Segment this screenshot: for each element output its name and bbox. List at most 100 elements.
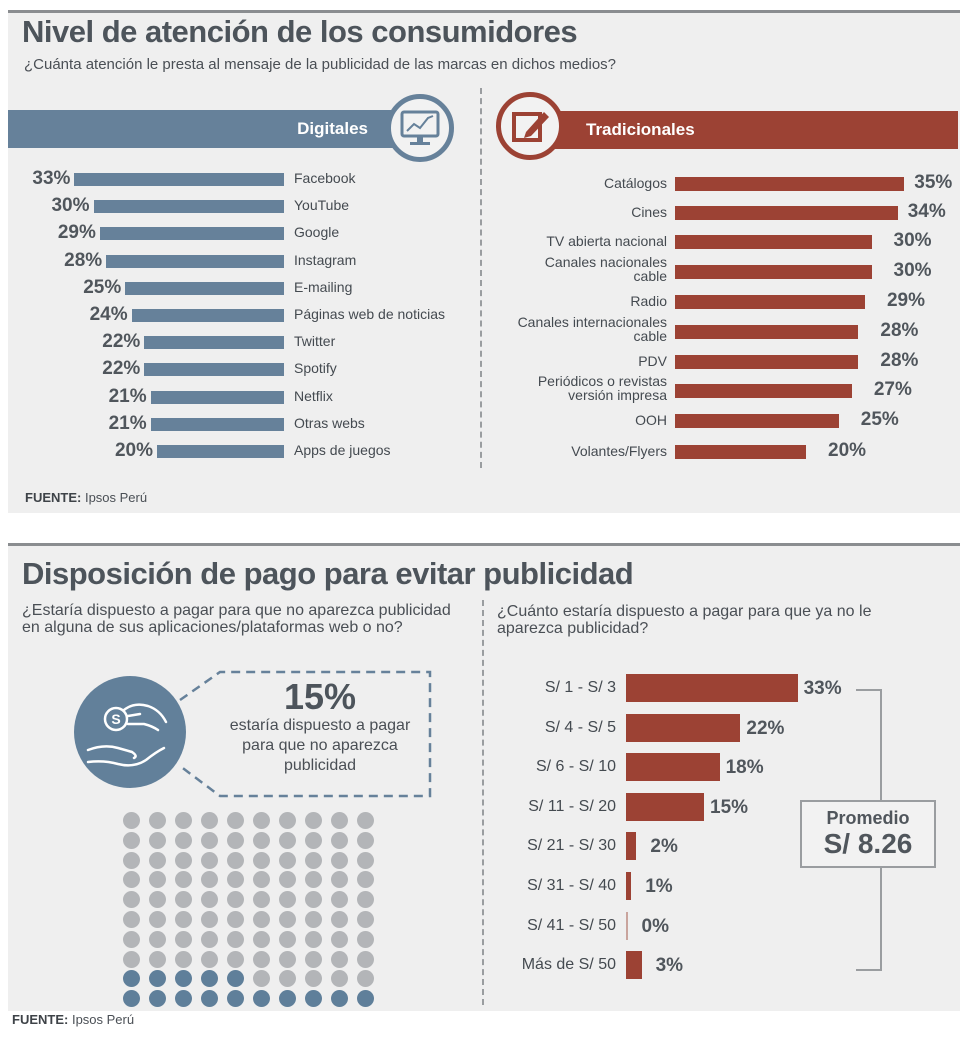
price-category-label: S/ 21 - S/ 30 bbox=[527, 837, 616, 855]
digital-value-label: 22% bbox=[102, 331, 141, 353]
digital-value-label: 22% bbox=[102, 358, 141, 380]
waffle-dot bbox=[175, 891, 192, 909]
svg-text:S: S bbox=[111, 711, 120, 727]
waffle-dot bbox=[253, 812, 270, 829]
waffle-dot bbox=[279, 930, 296, 948]
source-value: Ipsos Perú bbox=[68, 1012, 135, 1027]
waffle-dot bbox=[123, 930, 140, 948]
waffle-dot bbox=[149, 950, 166, 968]
price-value-label: 0% bbox=[641, 915, 669, 937]
price-bar bbox=[626, 832, 637, 861]
waffle-dot bbox=[357, 950, 374, 968]
waffle-dot bbox=[305, 851, 322, 869]
waffle-dot bbox=[175, 930, 192, 948]
waffle-dot bbox=[201, 871, 218, 889]
waffle-dot bbox=[175, 812, 192, 829]
section2-divider bbox=[482, 600, 484, 1005]
waffle-dot bbox=[331, 812, 348, 829]
waffle-dot-highlighted bbox=[331, 990, 348, 1008]
traditional-category-label: Canales internacionales cable bbox=[517, 314, 667, 344]
traditional-value-label: 34% bbox=[907, 201, 946, 222]
traditional-category-label: Canales nacionales cable bbox=[544, 254, 667, 284]
waffle-dot bbox=[279, 812, 296, 829]
waffle-dot bbox=[253, 950, 270, 968]
digital-category-label: Páginas web de noticias bbox=[294, 306, 445, 322]
waffle-dot-highlighted bbox=[305, 990, 322, 1008]
waffle-dot-highlighted bbox=[123, 990, 140, 1008]
waffle-dot bbox=[227, 950, 244, 968]
digital-category-label: Google bbox=[294, 224, 340, 241]
waffle-dot bbox=[357, 871, 374, 889]
waffle-dot bbox=[123, 831, 140, 849]
digital-value-label: 20% bbox=[114, 440, 153, 461]
price-category-label: Más de S/ 50 bbox=[521, 956, 616, 974]
waffle-dot bbox=[175, 911, 192, 928]
callout-dashed-box bbox=[179, 670, 432, 798]
price-category-label: S/ 4 - S/ 5 bbox=[544, 718, 616, 736]
waffle-dot bbox=[357, 930, 374, 948]
waffle-dot bbox=[305, 950, 322, 968]
waffle-dot bbox=[253, 911, 270, 928]
waffle-dot bbox=[331, 831, 348, 849]
waffle-dot bbox=[305, 911, 322, 928]
average-label: Promedio bbox=[826, 808, 910, 828]
section2-source: FUENTE: Ipsos Perú bbox=[12, 1012, 134, 1027]
price-bar bbox=[626, 753, 720, 782]
waffle-dot bbox=[201, 851, 218, 869]
digital-category-label: Apps de juegos bbox=[294, 442, 391, 458]
price-category-label: S/ 41 - S/ 50 bbox=[527, 916, 616, 934]
waffle-dot bbox=[227, 831, 244, 849]
waffle-dot bbox=[357, 831, 374, 849]
traditional-category-label: PDV bbox=[638, 353, 667, 369]
price-category-label: S/ 11 - S/ 20 bbox=[528, 797, 616, 815]
waffle-dot bbox=[201, 891, 218, 909]
waffle-dot-highlighted bbox=[123, 970, 140, 988]
waffle-dot bbox=[201, 812, 218, 829]
traditional-category-label: TV abierta nacional bbox=[546, 233, 667, 249]
waffle-dot bbox=[253, 930, 270, 948]
waffle-dot-highlighted bbox=[253, 990, 270, 1008]
price-value-label: 3% bbox=[655, 955, 684, 977]
traditional-band: Tradicionales bbox=[540, 111, 958, 149]
waffle-dot bbox=[227, 930, 244, 948]
waffle-dot bbox=[253, 970, 270, 988]
digital-category-label: Instagram bbox=[294, 251, 357, 268]
section1-source: FUENTE: Ipsos Perú bbox=[25, 490, 147, 505]
average-value: S/ 8.26 bbox=[823, 828, 913, 859]
waffle-dot-highlighted bbox=[279, 990, 296, 1008]
traditional-label: Tradicionales bbox=[586, 120, 695, 139]
waffle-dot-highlighted bbox=[149, 990, 166, 1008]
traditional-category-label: Periódicos o revistas versión impresa bbox=[537, 373, 667, 403]
waffle-dot bbox=[123, 851, 140, 869]
waffle-dot bbox=[305, 812, 322, 829]
digital-bar bbox=[150, 417, 284, 431]
waffle-dot bbox=[201, 930, 218, 948]
waffle-dot bbox=[357, 891, 374, 909]
price-bar bbox=[626, 713, 741, 742]
waffle-dot-highlighted bbox=[201, 970, 218, 988]
waffle-dot bbox=[175, 831, 192, 849]
price-bar bbox=[626, 674, 798, 702]
digital-bar bbox=[99, 227, 284, 241]
waffle-dot bbox=[279, 950, 296, 968]
price-value-label: 22% bbox=[746, 717, 785, 739]
traditional-bar bbox=[675, 206, 898, 220]
traditional-value-label: 35% bbox=[914, 172, 953, 193]
source-label: FUENTE: bbox=[25, 490, 82, 505]
waffle-dot bbox=[123, 911, 140, 928]
digital-value-label: 21% bbox=[108, 412, 147, 434]
digital-value-label: 30% bbox=[51, 195, 90, 217]
hand-coin-icon: S bbox=[86, 703, 168, 767]
highlight-text: estaría dispuesto a pagar para que no ap… bbox=[229, 717, 411, 774]
traditional-circle bbox=[496, 92, 564, 160]
traditional-category-label: Volantes/Flyers bbox=[571, 443, 667, 459]
digital-bar bbox=[150, 390, 284, 404]
waffle-dot bbox=[227, 911, 244, 928]
traditional-bar bbox=[675, 295, 865, 309]
waffle-dot bbox=[279, 871, 296, 889]
digital-bar bbox=[74, 173, 284, 186]
section1-title: Nivel de atención de los consumidores bbox=[22, 14, 578, 49]
traditional-value-label: 30% bbox=[893, 260, 932, 281]
price-value-label: 33% bbox=[803, 678, 842, 699]
waffle-dot bbox=[357, 812, 374, 829]
